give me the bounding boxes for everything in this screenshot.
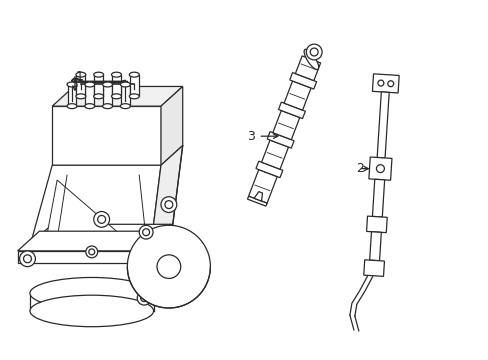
Polygon shape — [376, 92, 388, 158]
Polygon shape — [129, 75, 139, 96]
Circle shape — [165, 230, 180, 244]
Polygon shape — [369, 232, 381, 261]
Circle shape — [377, 80, 383, 86]
Polygon shape — [261, 140, 288, 169]
Circle shape — [137, 291, 151, 305]
Ellipse shape — [67, 104, 77, 109]
Ellipse shape — [102, 104, 112, 109]
Ellipse shape — [304, 49, 318, 69]
Ellipse shape — [111, 94, 121, 99]
Polygon shape — [67, 85, 76, 106]
Circle shape — [141, 295, 147, 302]
Ellipse shape — [76, 94, 86, 99]
Ellipse shape — [102, 82, 112, 87]
Polygon shape — [94, 75, 103, 96]
Polygon shape — [121, 85, 129, 106]
Ellipse shape — [30, 295, 153, 327]
Circle shape — [305, 44, 322, 60]
Polygon shape — [161, 86, 183, 165]
Text: 3: 3 — [247, 130, 255, 143]
Polygon shape — [30, 224, 172, 244]
Polygon shape — [18, 251, 156, 263]
Polygon shape — [85, 85, 94, 106]
Ellipse shape — [120, 104, 130, 109]
Polygon shape — [30, 165, 161, 244]
Ellipse shape — [67, 82, 77, 87]
Ellipse shape — [30, 278, 153, 309]
Polygon shape — [76, 75, 85, 96]
Ellipse shape — [129, 94, 139, 99]
Polygon shape — [366, 216, 386, 233]
Polygon shape — [255, 161, 282, 177]
Circle shape — [164, 201, 172, 208]
Ellipse shape — [84, 104, 95, 109]
Circle shape — [157, 255, 181, 278]
Circle shape — [142, 229, 149, 236]
Polygon shape — [272, 111, 299, 140]
Circle shape — [20, 251, 35, 267]
Ellipse shape — [111, 72, 121, 77]
Circle shape — [127, 225, 210, 308]
Polygon shape — [18, 231, 178, 251]
Circle shape — [137, 255, 145, 263]
Circle shape — [133, 251, 149, 267]
Polygon shape — [151, 145, 183, 244]
Ellipse shape — [120, 82, 130, 87]
Polygon shape — [267, 132, 293, 148]
Text: 2: 2 — [355, 162, 363, 175]
Polygon shape — [295, 56, 320, 81]
Ellipse shape — [84, 82, 95, 87]
Circle shape — [376, 165, 384, 172]
Polygon shape — [112, 75, 121, 96]
Polygon shape — [363, 260, 384, 276]
Polygon shape — [248, 170, 277, 203]
Polygon shape — [368, 157, 391, 180]
Polygon shape — [45, 180, 131, 244]
Polygon shape — [247, 196, 266, 206]
Ellipse shape — [94, 94, 103, 99]
Polygon shape — [254, 192, 262, 201]
Polygon shape — [372, 179, 384, 217]
Polygon shape — [52, 86, 183, 106]
Circle shape — [161, 197, 177, 212]
Ellipse shape — [129, 72, 139, 77]
Circle shape — [86, 246, 98, 258]
Polygon shape — [103, 85, 112, 106]
Ellipse shape — [94, 72, 103, 77]
Circle shape — [387, 81, 393, 87]
Circle shape — [94, 212, 109, 227]
Circle shape — [89, 249, 95, 255]
Circle shape — [309, 48, 318, 56]
Text: 1: 1 — [76, 70, 83, 83]
Polygon shape — [372, 74, 398, 93]
Polygon shape — [278, 102, 305, 118]
Circle shape — [139, 225, 153, 239]
Ellipse shape — [76, 72, 86, 77]
Polygon shape — [52, 106, 161, 165]
Polygon shape — [289, 73, 316, 89]
Circle shape — [23, 255, 31, 263]
Polygon shape — [284, 81, 310, 110]
Circle shape — [98, 215, 105, 223]
